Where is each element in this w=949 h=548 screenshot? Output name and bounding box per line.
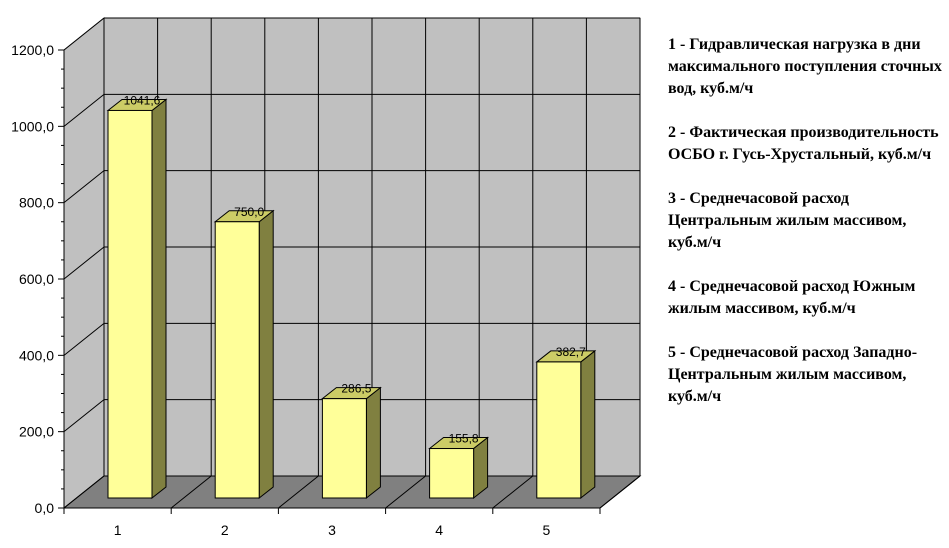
- floor-divider-2: [278, 475, 319, 509]
- x-tick-label-2: 2: [221, 522, 229, 538]
- bar-front-5: [536, 361, 582, 499]
- gridline-side-3: [63, 246, 105, 280]
- gridline-side-4: [63, 170, 105, 204]
- floor-divider-4: [492, 475, 534, 509]
- gridline-side-6: [63, 17, 105, 51]
- y-tick-label-5: 1000,0: [11, 118, 54, 134]
- legend-item-2: 2 - Фактическая производительность ОСБО …: [668, 124, 939, 163]
- y-tick-label-4: 800,0: [19, 195, 54, 211]
- y-tick-label-2: 400,0: [19, 347, 54, 363]
- bar-side-1: [151, 98, 167, 500]
- legend-item-1: 1 - Гидравлическая нагрузка в дни максим…: [668, 36, 942, 97]
- bar-1: [106, 98, 168, 500]
- legend: 1 - Гидравлическая нагрузка в дни максим…: [668, 34, 946, 430]
- bar-4: [428, 436, 490, 500]
- data-label-3: 286,5: [341, 382, 371, 396]
- data-label-5: 382,7: [556, 345, 586, 359]
- bar-2: [213, 209, 275, 500]
- bar-front-4: [429, 448, 475, 499]
- x-tick-label-5: 5: [543, 522, 551, 538]
- gridline-side-5: [63, 93, 105, 127]
- data-label-2: 750,0: [234, 205, 264, 219]
- floor-divider-3: [385, 475, 426, 509]
- bar-side-2: [258, 209, 274, 500]
- x-tick-label-4: 4: [435, 522, 443, 538]
- floor-divider-5: [599, 475, 641, 509]
- legend-item-4: 4 - Среднечасовой расход Южным жилым мас…: [668, 278, 916, 317]
- y-tick-label-0: 0,0: [35, 500, 55, 516]
- gridline-side-2: [63, 322, 105, 356]
- legend-item-5: 5 - Среднечасовой расход Западно-Централ…: [668, 344, 918, 405]
- bar-front-3: [321, 398, 367, 499]
- y-tick-label-3: 600,0: [19, 271, 54, 287]
- gridline-side-1: [63, 399, 105, 433]
- bar-side-3: [365, 386, 381, 500]
- labels: 0,0 200,0 400,0 600,0 800,0 1000,0 1200,0 1041,…: [11, 42, 586, 538]
- axes: [58, 49, 601, 514]
- bar-side-5: [580, 349, 596, 500]
- y-tick-label-1: 200,0: [19, 424, 54, 440]
- bar-front-2: [214, 221, 260, 499]
- bar-chart: 0,0 200,0 400,0 600,0 800,0 1000,0 1200,0 1041,…: [11, 16, 642, 538]
- data-label-4: 155,8: [449, 432, 479, 446]
- bars: [106, 98, 597, 500]
- legend-item-3: 3 - Среднечасовой расход Центральным жил…: [668, 190, 907, 251]
- floor-divider-0: [63, 475, 105, 509]
- bar-3: [320, 386, 382, 500]
- y-tick-label-6: 1200,0: [11, 42, 54, 58]
- x-tick-label-1: 1: [114, 522, 122, 538]
- x-tick-label-3: 3: [328, 522, 336, 538]
- data-label-1: 1041,6: [124, 93, 161, 107]
- bar-front-1: [107, 109, 153, 499]
- bar-5: [535, 349, 597, 500]
- floor-divider-1: [170, 475, 212, 509]
